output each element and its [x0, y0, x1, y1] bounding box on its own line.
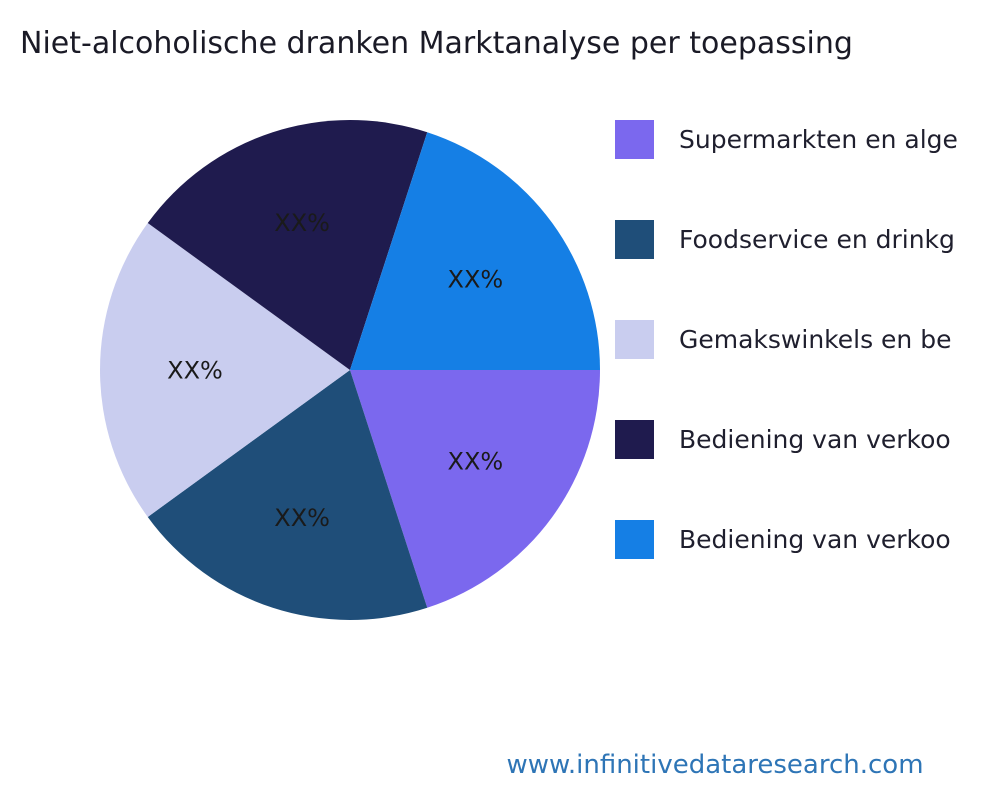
pie-chart-area: XX% XX% XX% XX% XX% — [100, 120, 600, 620]
legend-swatch — [615, 320, 654, 359]
pie-slice-label: XX% — [167, 356, 223, 384]
legend-label: Foodservice en drinkg — [679, 225, 955, 254]
pie-chart: XX% XX% XX% XX% XX% — [100, 120, 600, 620]
pie-slice — [350, 370, 600, 608]
footer-website-link[interactable]: www.infinitivedataresearch.com — [506, 750, 924, 780]
legend-item: Foodservice en drinkg — [615, 220, 1000, 259]
pie-slice-label: XX% — [274, 504, 330, 532]
pie-slice — [147, 120, 428, 371]
legend-swatch — [615, 420, 654, 459]
legend-label: Gemakswinkels en be — [679, 325, 952, 354]
legend-label: Bediening van verkoo — [679, 425, 951, 454]
legend-item: Bediening van verkoo — [615, 520, 1000, 559]
legend-swatch — [615, 120, 654, 159]
pie-slice-label: XX% — [274, 209, 330, 237]
pie-slice — [100, 223, 351, 517]
legend-label: Supermarkten en alge — [679, 125, 958, 154]
legend-item: Bediening van verkoo — [615, 420, 1000, 459]
legend-item: Supermarkten en alge — [615, 120, 1000, 159]
pie-slice — [147, 370, 428, 620]
chart-legend: Supermarkten en alge Foodservice en drin… — [615, 120, 1000, 559]
legend-swatch — [615, 220, 654, 259]
pie-slice — [350, 132, 600, 370]
legend-item: Gemakswinkels en be — [615, 320, 1000, 359]
pie-slice-label: XX% — [448, 448, 504, 476]
legend-label: Bediening van verkoo — [679, 525, 951, 554]
pie-slice-label: XX% — [448, 265, 504, 293]
legend-swatch — [615, 520, 654, 559]
chart-title: Niet-alcoholische dranken Marktanalyse p… — [20, 26, 853, 61]
